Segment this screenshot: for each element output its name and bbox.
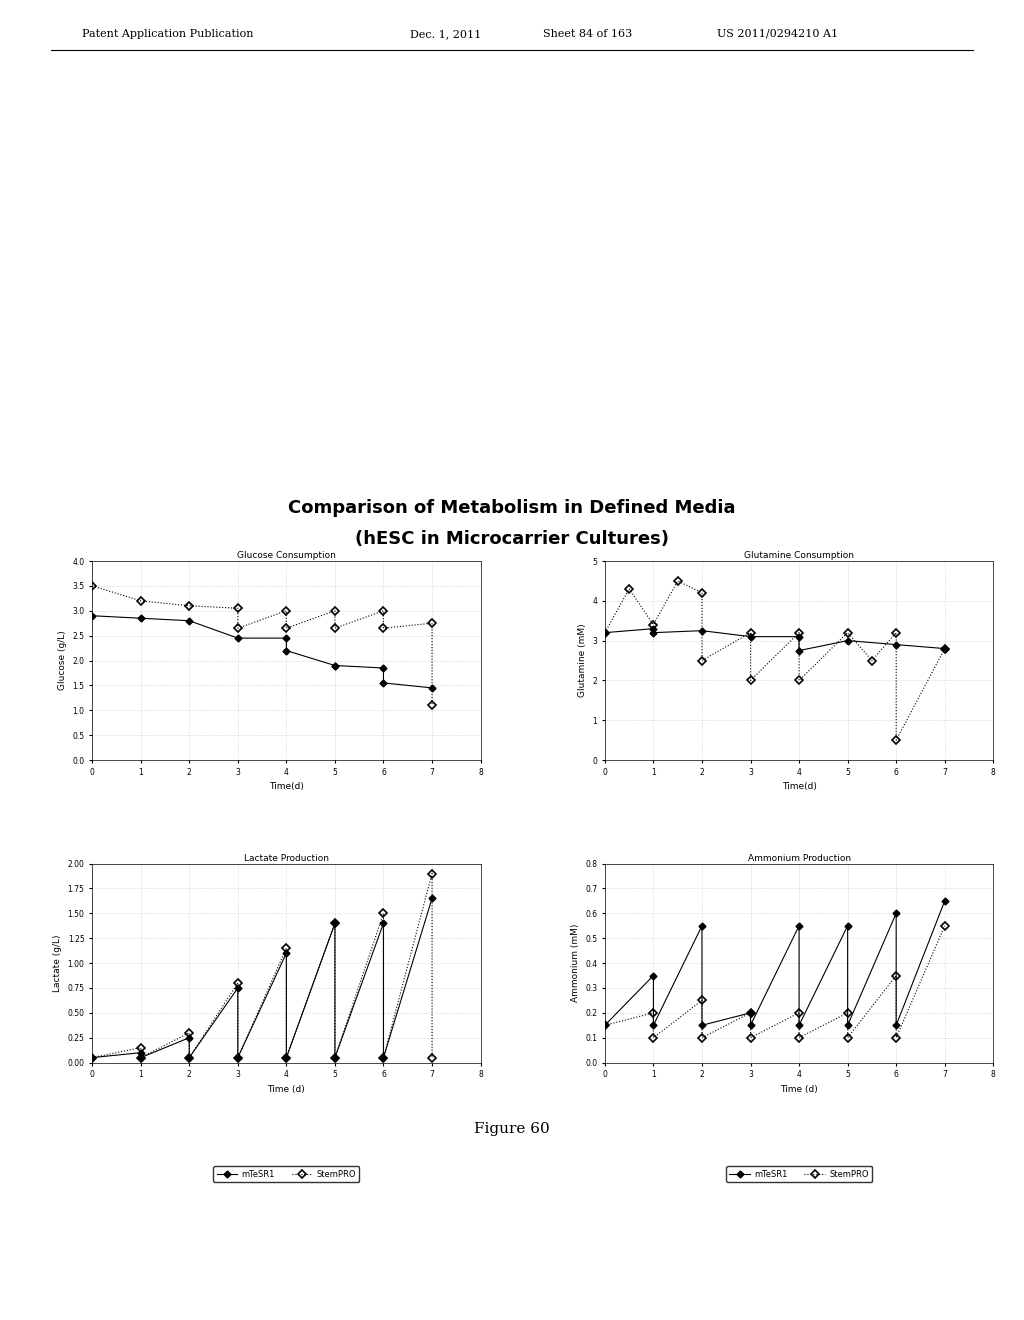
Title: Ammonium Production: Ammonium Production: [748, 854, 851, 863]
Text: Figure 60: Figure 60: [474, 1122, 550, 1135]
Text: Patent Application Publication: Patent Application Publication: [82, 29, 253, 40]
Legend: mTeSR1, StemPRO: mTeSR1, StemPRO: [213, 1166, 359, 1181]
Text: Dec. 1, 2011: Dec. 1, 2011: [410, 29, 481, 40]
X-axis label: Time (d): Time (d): [780, 1085, 818, 1094]
Text: (hESC in Microcarrier Cultures): (hESC in Microcarrier Cultures): [355, 529, 669, 548]
Legend: mTeSR1, StemPRO: mTeSR1, StemPRO: [726, 1166, 872, 1181]
Title: Glucose Consumption: Glucose Consumption: [237, 552, 336, 560]
Text: US 2011/0294210 A1: US 2011/0294210 A1: [717, 29, 838, 40]
Title: Lactate Production: Lactate Production: [244, 854, 329, 863]
X-axis label: Time (d): Time (d): [267, 1085, 305, 1094]
Title: Glutamine Consumption: Glutamine Consumption: [744, 552, 854, 560]
Text: Sheet 84 of 163: Sheet 84 of 163: [543, 29, 632, 40]
Y-axis label: Ammonium (mM): Ammonium (mM): [570, 924, 580, 1002]
Y-axis label: Glucose (g/L): Glucose (g/L): [57, 631, 67, 690]
X-axis label: Time(d): Time(d): [269, 783, 304, 791]
Y-axis label: Glutamine (mM): Glutamine (mM): [578, 624, 587, 697]
Text: Comparison of Metabolism in Defined Media: Comparison of Metabolism in Defined Medi…: [288, 499, 736, 517]
Y-axis label: Lactate (g/L): Lactate (g/L): [53, 935, 62, 991]
X-axis label: Time(d): Time(d): [781, 783, 816, 791]
